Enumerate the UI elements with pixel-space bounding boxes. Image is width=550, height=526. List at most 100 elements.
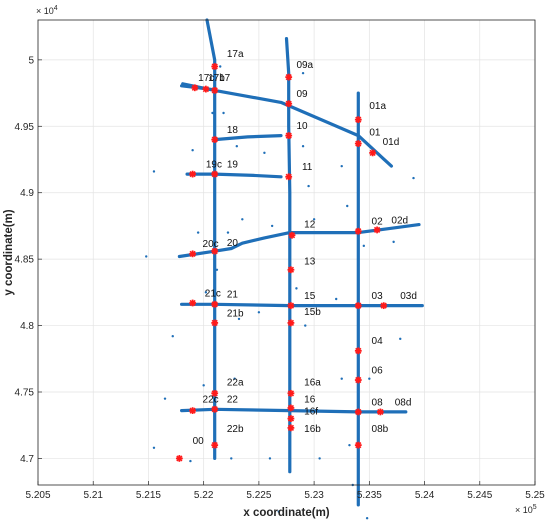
annotation-label: 09 (296, 89, 308, 100)
annotation-label: 15b (304, 307, 321, 318)
annotation-label: 08d (395, 397, 412, 408)
scatter-point (301, 71, 305, 75)
scatter-point (211, 111, 214, 115)
marker-stroke (176, 455, 183, 462)
marker-stroke (287, 266, 295, 273)
marker-stroke (211, 319, 218, 327)
marker-stroke (189, 250, 196, 257)
annotation-label: 22b (227, 424, 244, 435)
x-axis-label: x coordinate(m) (243, 507, 329, 519)
annotation-label: 16a (304, 377, 321, 388)
marker-stroke (211, 63, 218, 70)
x-exponent-base: × 10 (515, 505, 533, 515)
marker-stroke (373, 226, 381, 234)
scatter-point (230, 457, 233, 460)
marker-stroke (189, 299, 196, 307)
track-road-22 (180, 407, 408, 414)
track-road-21 (180, 302, 424, 308)
marker-02 (354, 227, 362, 235)
scatter-point (152, 446, 156, 449)
marker-stroke (287, 424, 295, 431)
x-tick-label: 5.245 (467, 490, 492, 501)
annotation-label: 10 (296, 121, 308, 132)
marker-16 (287, 404, 295, 412)
annotation-label: 19c (206, 159, 222, 170)
scatter-point (295, 287, 298, 290)
marker-20 (211, 247, 219, 255)
marker-stroke (355, 228, 362, 235)
marker-09 (285, 100, 293, 108)
marker-stroke (285, 100, 292, 107)
annotation-label: 03d (400, 291, 417, 302)
scatter-point (263, 151, 266, 155)
scatter-point (301, 145, 305, 148)
scatter-point (304, 324, 307, 327)
scatter-point (171, 335, 174, 338)
scatter-point (215, 268, 219, 271)
x-tick-label: 5.21 (83, 490, 103, 501)
annotation-label: 21 (227, 290, 239, 301)
scatter-point (196, 231, 200, 234)
scatter-point (392, 240, 395, 244)
annotation-label: 00 (193, 436, 205, 447)
marker-stroke (211, 170, 218, 178)
marker-17a (211, 63, 219, 70)
marker-stroke (189, 170, 196, 178)
annotation-label: 12 (304, 219, 316, 230)
marker-17 (211, 87, 219, 94)
marker-17b (202, 85, 210, 93)
scatter-point (219, 65, 222, 68)
annotation-label: 18 (227, 125, 239, 136)
marker-stroke (202, 85, 209, 93)
y-tick-label: 4.9 (20, 188, 34, 199)
marker-18 (211, 136, 219, 143)
scatter-point (362, 244, 366, 248)
marker-stroke (285, 74, 292, 81)
track-road-19 (185, 172, 283, 179)
marker-16a (287, 389, 295, 397)
scatter-point (145, 255, 148, 258)
x-tick-label: 5.24 (415, 490, 435, 501)
marker-01d (369, 149, 377, 157)
marker-stroke (369, 149, 376, 156)
marker-08b (354, 441, 362, 449)
annotation-label: 04 (372, 336, 384, 347)
annotation-label: 16f (304, 407, 318, 418)
markers (175, 63, 388, 462)
x-tick-label: 5.235 (357, 490, 382, 501)
y-exponent-label: × 104 (36, 5, 58, 16)
x-tick-label: 5.25 (525, 490, 545, 501)
marker-stroke (211, 390, 218, 397)
marker-15b (287, 319, 295, 327)
marker-17c (191, 84, 199, 92)
marker-19 (211, 170, 219, 178)
annotation-label: 22c (203, 395, 219, 406)
annotation-label: 21b (227, 308, 244, 319)
scatter-point (233, 377, 236, 380)
annotation-label: 22a (227, 377, 244, 388)
annotation-label: 08 (372, 397, 384, 408)
scatter-point (340, 164, 343, 168)
annotation-label: 17c (198, 73, 214, 84)
annotation-label: 01a (369, 101, 386, 112)
marker-10 (285, 132, 293, 139)
annotation-label: 17a (227, 49, 244, 60)
x-tick-label: 5.22 (194, 490, 214, 501)
annotation-label: 06 (372, 365, 384, 376)
x-exponent-label: × 105 (515, 504, 537, 515)
y-tick-label: 4.7 (20, 454, 34, 465)
marker-19c (189, 170, 197, 178)
scatter-point (340, 377, 343, 380)
marker-08 (354, 408, 362, 416)
scatter-point (346, 204, 349, 208)
marker-08d (376, 408, 384, 416)
marker-stroke (211, 442, 218, 449)
marker-00 (175, 455, 183, 462)
marker-stroke (211, 136, 218, 143)
marker-stroke (288, 232, 296, 239)
marker-20c (189, 250, 197, 258)
marker-03d (380, 302, 388, 310)
x-tick-label: 5.23 (304, 490, 324, 501)
annotation-label: 08b (372, 424, 389, 435)
scatter-point (191, 149, 194, 152)
